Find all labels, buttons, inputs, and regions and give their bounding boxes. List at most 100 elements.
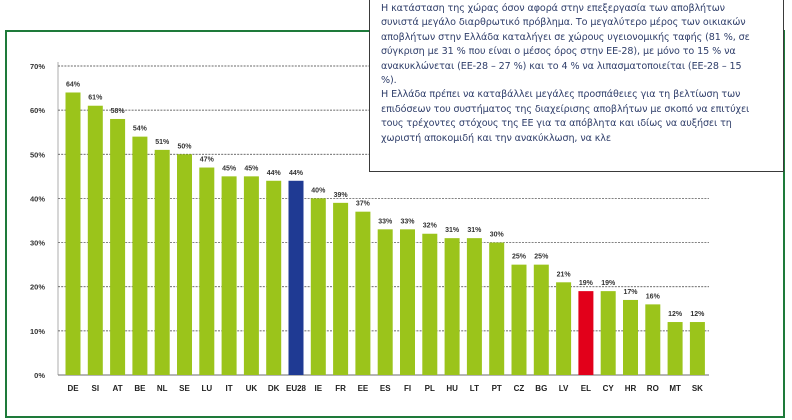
bar (266, 180, 282, 375)
data-label: 64% (66, 81, 81, 88)
x-tick-label: DE (67, 384, 79, 393)
data-label: 45% (222, 165, 237, 172)
x-tick-label: DK (268, 384, 280, 393)
bar (689, 322, 705, 375)
data-label: 19% (601, 280, 616, 287)
data-label: 47% (200, 157, 215, 164)
data-label: 33% (378, 218, 393, 225)
x-tick-label: LT (470, 384, 479, 393)
bar (645, 304, 661, 375)
data-label: 25% (512, 254, 527, 261)
x-tick-label: SK (692, 384, 703, 393)
data-label: 31% (467, 227, 482, 234)
bar-chart: 0% 10% 20% 30% 40% 50% 60% 70% 64% DE 61% SI 58% AT 54… (30, 62, 709, 393)
x-tick-label: CZ (514, 384, 525, 393)
note-line: τους τρέχοντες στόχους της ΕΕ για τα από… (381, 118, 732, 130)
x-tick-label: BE (134, 384, 146, 393)
x-tick-label: EE (358, 384, 369, 393)
y-tick-label: 40% (30, 194, 45, 203)
data-label: 39% (334, 192, 349, 199)
data-label: 58% (111, 108, 126, 115)
x-tick-label: IT (226, 384, 233, 393)
x-tick-label: PT (492, 384, 502, 393)
data-label: 12% (690, 311, 705, 318)
data-label: 44% (289, 170, 304, 177)
note-line: συνιστά μεγάλο διαρθρωτικό πρόβλημα. Το … (381, 17, 746, 29)
data-label: 54% (133, 126, 148, 133)
note-line: επιδόσεων του συστήματος της διαχείρισης… (381, 103, 750, 115)
y-tick-label: 70% (30, 62, 45, 71)
bar (623, 299, 638, 375)
data-label: 30% (490, 232, 505, 239)
bar (288, 180, 304, 375)
x-tick-label: ES (380, 384, 391, 393)
note-line: Η κατάσταση της χώρας όσον αφορά στην επ… (381, 3, 725, 14)
bar (355, 211, 371, 375)
x-tick-label: IE (315, 384, 323, 393)
note-line: σύγκριση με 31 % που είναι ο μέσος όρος … (381, 46, 736, 58)
y-tick-label: 30% (30, 239, 45, 248)
x-tick-label: HR (625, 384, 637, 393)
bar (556, 282, 572, 375)
x-tick-label: LV (559, 384, 569, 393)
x-tick-label: FR (335, 384, 346, 393)
bar (199, 167, 215, 375)
data-label: 25% (534, 254, 549, 261)
data-label: 17% (623, 289, 638, 296)
x-tick-label: PL (425, 384, 435, 393)
y-tick-label: 60% (30, 106, 45, 115)
note-line: αποβλήτων στην Ελλάδα καταλήγει σε χώρου… (381, 31, 750, 43)
note-line: Η Ελλάδα πρέπει να καταβάλλει μεγάλες πρ… (381, 89, 741, 101)
bar (221, 176, 237, 375)
data-label: 51% (155, 139, 170, 146)
x-tick-label: RO (647, 384, 659, 393)
bar (400, 229, 415, 375)
x-tick-label: EU28 (286, 384, 307, 393)
data-label: 19% (579, 280, 594, 287)
x-tick-label: FI (404, 384, 411, 393)
x-tick-label: CY (603, 384, 615, 393)
note-line: ανακυκλώνεται (ΕΕ-28 – 27 %) και το 4 % … (381, 60, 742, 72)
x-tick-label: NL (157, 384, 168, 393)
bar (177, 154, 192, 375)
data-label: 12% (668, 311, 683, 318)
bar (466, 238, 482, 375)
bar (533, 264, 549, 375)
x-tick-label: MT (669, 384, 681, 393)
data-label: 31% (445, 227, 460, 234)
bar (154, 149, 170, 375)
data-label: 37% (356, 201, 371, 208)
x-tick-label: UK (246, 384, 258, 393)
data-label: 32% (423, 223, 438, 230)
bar (667, 322, 683, 375)
bar (489, 242, 505, 375)
x-tick-label: LU (201, 384, 212, 393)
y-tick-label: 0% (34, 371, 45, 380)
bar (110, 118, 126, 375)
bar (600, 291, 616, 375)
text-note-box: Η κατάσταση της χώρας όσον αφορά στην επ… (369, 0, 784, 172)
x-tick-label: BG (535, 384, 547, 393)
data-label: 16% (646, 293, 661, 300)
x-tick-label: EL (581, 384, 591, 393)
data-label: 50% (177, 143, 192, 150)
bar (243, 176, 259, 375)
data-label: 21% (557, 271, 572, 278)
bar (422, 233, 438, 375)
bar (65, 92, 81, 375)
x-tick-label: SI (92, 384, 100, 393)
bar (444, 238, 460, 375)
data-label: 33% (400, 218, 415, 225)
note-line: %). (381, 75, 397, 87)
bar (578, 291, 594, 375)
bar (310, 198, 326, 375)
y-tick-label: 10% (30, 327, 45, 336)
x-tick-label: HU (446, 384, 458, 393)
data-label: 45% (244, 165, 259, 172)
x-tick-label: AT (113, 384, 123, 393)
y-tick-label: 50% (30, 150, 45, 159)
x-tick-label: SE (179, 384, 190, 393)
bar (377, 229, 393, 375)
bar (87, 105, 103, 375)
y-tick-label: 20% (30, 283, 45, 292)
